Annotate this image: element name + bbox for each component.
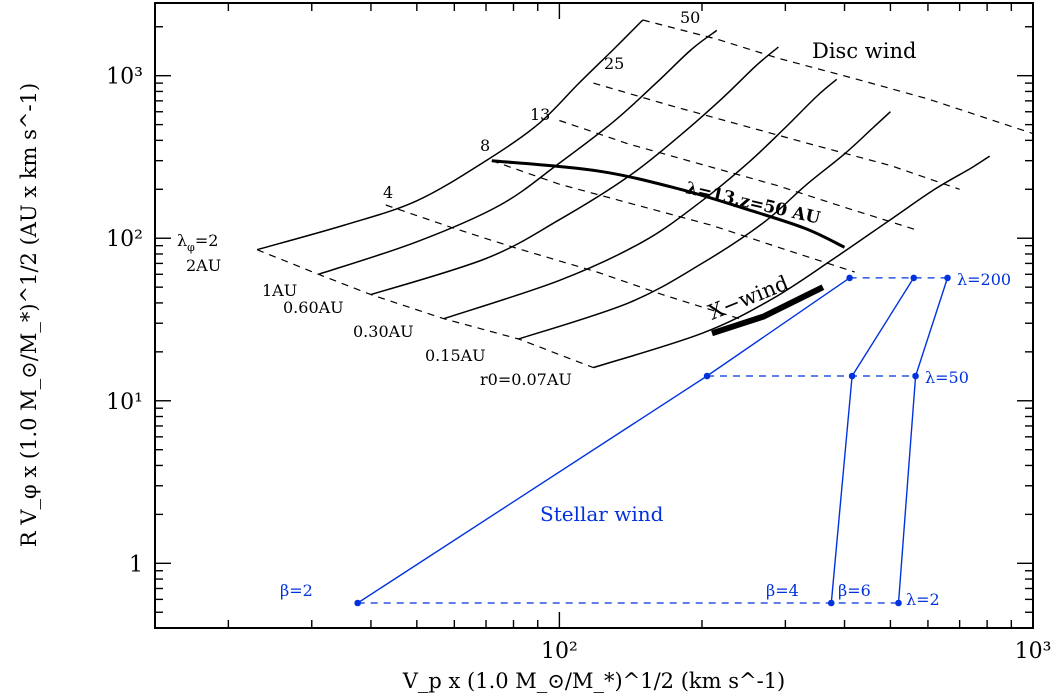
- axis-ticks: [155, 3, 1033, 629]
- lambda-4-label: 4: [383, 183, 393, 202]
- x-wind-line: [711, 284, 825, 337]
- beta-2-label: β=2: [280, 581, 313, 600]
- stellar-beta-curve-β=2: [357, 277, 850, 604]
- y-axis-title: R V_φ x (1.0 M_⊙/M_*)^1/2 (AU x km s^-1): [17, 83, 41, 547]
- y-tick-label-1000: 10³: [106, 65, 143, 90]
- x-tick-label-1000: 10³: [1015, 639, 1052, 664]
- stellar-wind-label: Stellar wind: [540, 502, 664, 526]
- annotation-labels: Disc wind λφ=2 4 8 13 25 50 2AU 1AU 0.60…: [177, 8, 1011, 609]
- lambda-50-stellar-label: λ=50: [925, 368, 969, 387]
- beta-4-label: β=4: [766, 581, 799, 600]
- disc-wind-r0-curves: [256, 19, 991, 369]
- stellar-point: [895, 599, 902, 607]
- disc-wind-lambda-lines: [256, 19, 1033, 369]
- stellar-point: [944, 274, 951, 282]
- r0-curve-0.15AU: [518, 111, 891, 340]
- lambda-phi-2-label: λφ=2: [177, 231, 218, 254]
- r0-curve-1AU: [318, 29, 718, 276]
- stellar-point: [910, 274, 918, 282]
- r0-2au-label: 2AU: [186, 256, 221, 275]
- lambda-50-label: 50: [680, 8, 700, 27]
- y-tick-label-10: 10¹: [106, 390, 143, 415]
- lambda-8-label: 8: [480, 136, 490, 155]
- lambda-line-50: [642, 19, 1033, 135]
- r0-curve-0.30AU: [443, 78, 838, 320]
- disc-wind-lambda13-line: [491, 159, 846, 249]
- beta-6-label: β=6: [838, 581, 871, 600]
- lambda13-z50-label: λ=13,z=50 AU: [684, 178, 822, 228]
- lambda-25-label: 25: [604, 54, 624, 73]
- stellar-point: [912, 372, 919, 380]
- stellar-point: [354, 599, 361, 607]
- stellar-point: [848, 372, 856, 380]
- disc-wind-label: Disc wind: [812, 39, 916, 63]
- stellar-beta-curve-β=6: [897, 277, 949, 604]
- r0-060au-label: 0.60AU: [283, 298, 344, 317]
- x-wind-segment: [711, 284, 825, 337]
- lambda-2-stellar-label: λ=2: [906, 590, 940, 609]
- stellar-point: [703, 372, 711, 380]
- stellar-point: [846, 274, 853, 282]
- r0-030au-label: 0.30AU: [353, 322, 414, 341]
- lambda-line-8: [491, 160, 855, 273]
- stellar-beta-curve-β=4: [830, 277, 915, 604]
- lambda-line-13: [559, 119, 918, 231]
- lambda-line-25: [593, 82, 960, 190]
- y-tick-label-100: 10²: [106, 227, 143, 252]
- r0-curve-r0=0.07AU: [593, 155, 991, 369]
- r0-015au-label: 0.15AU: [425, 346, 486, 365]
- lambda13-z50-line: [491, 159, 846, 249]
- r0-1au-label: 1AU: [262, 281, 297, 300]
- stellar-wind-curves: [354, 274, 951, 607]
- lambda-13-label: 13: [530, 105, 550, 124]
- x-axis-title: V_p x (1.0 M_⊙/M_*)^1/2 (km s^-1): [402, 669, 786, 693]
- x-tick-label-100: 10²: [541, 639, 578, 664]
- plot-frame: [154, 2, 1034, 629]
- y-tick-label-1: 1: [129, 552, 143, 577]
- x-wind-label: X−wind: [705, 271, 792, 325]
- lambda-line-4: [385, 204, 740, 320]
- r0-007au-label: r0=0.07AU: [480, 370, 572, 389]
- lambda-200-label: λ=200: [957, 270, 1011, 289]
- lambda-line-2: [256, 249, 594, 369]
- r0-curve-2AU: [256, 19, 644, 251]
- stellar-point: [827, 599, 835, 607]
- tick-labels: 10² 10³ 1 10¹ 10² 10³: [106, 65, 1051, 664]
- r0-curve-0.60AU: [370, 46, 779, 296]
